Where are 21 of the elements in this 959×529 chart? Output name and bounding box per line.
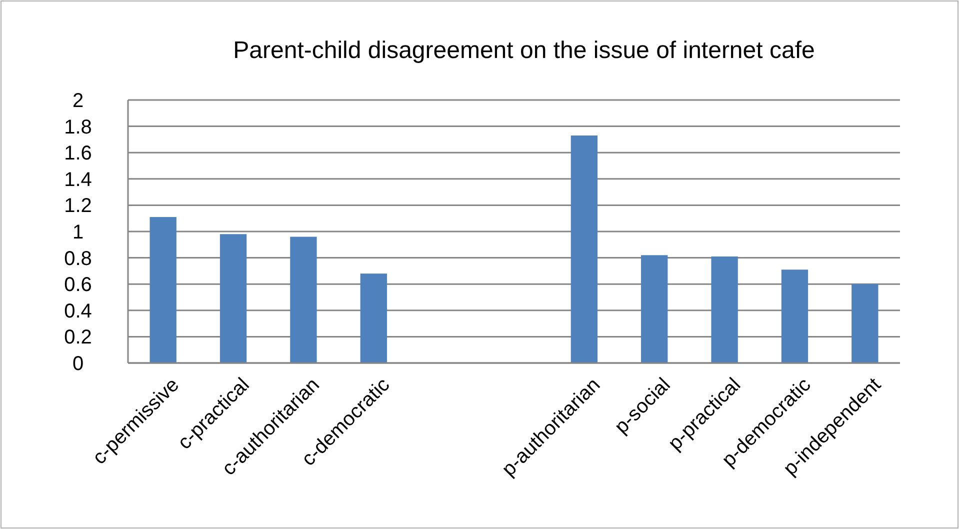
- y-tick-label: 1: [72, 222, 84, 244]
- y-tick-label: 0.8: [64, 248, 92, 270]
- bar: [220, 234, 247, 363]
- bar: [781, 270, 808, 363]
- y-tick-label: 0.4: [64, 300, 92, 322]
- y-tick-label: 1.6: [64, 142, 92, 165]
- y-tick-label: 0.2: [64, 326, 92, 349]
- bar: [150, 217, 176, 363]
- y-tick-label: 2: [72, 90, 84, 112]
- bar: [711, 256, 738, 363]
- y-tick-label: 1.2: [64, 195, 92, 218]
- y-tick-label: 0.6: [64, 274, 92, 296]
- y-tick-label: 0: [72, 353, 84, 375]
- bar: [360, 274, 387, 363]
- bar: [641, 255, 668, 363]
- bar: [570, 136, 598, 363]
- bar: [290, 236, 317, 363]
- chart-title: Parent-child disagreement on the issue of internet cafe: [233, 37, 815, 64]
- y-tick-label: 1.8: [64, 116, 92, 138]
- y-tick-label: 1.4: [64, 168, 92, 191]
- bar: [852, 284, 878, 363]
